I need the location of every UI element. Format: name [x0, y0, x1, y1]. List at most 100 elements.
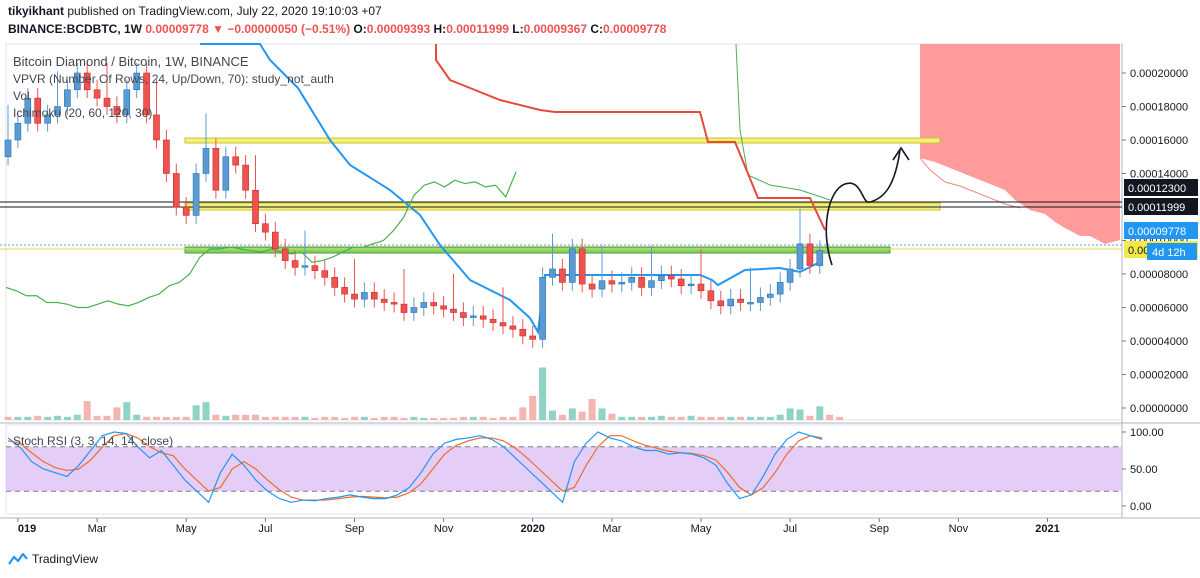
time-tick-label: Mar: [88, 523, 107, 535]
volume-bar: [836, 416, 844, 420]
volume-bar: [34, 415, 42, 420]
volume-bar: [430, 417, 438, 420]
low-value: 0.00009367: [523, 22, 588, 36]
candle-body: [361, 292, 368, 300]
time-tick-label: Mar: [602, 523, 621, 535]
kijun-sen: [435, 44, 826, 231]
tenkan-sen: [200, 43, 821, 336]
candle-body: [222, 156, 230, 191]
candle-body: [291, 260, 299, 268]
volume-bar: [73, 414, 81, 420]
volume-bar: [657, 415, 665, 420]
volume-bar: [776, 414, 784, 420]
high-label: H:: [433, 22, 447, 36]
vpvr-legend[interactable]: VPVR (Number Of Rows, 24, Up/Down, 70): …: [13, 72, 334, 86]
candle-body: [153, 114, 160, 141]
stoch-rsi-legend[interactable]: Stoch RSI (3, 3, 14, 14, close): [13, 434, 174, 448]
time-axis[interactable]: 019 Mar May Jul Sep Nov 2020 Mar May Jul Sep Nov 202…: [17, 518, 1060, 535]
volume-bar: [242, 414, 250, 420]
volume-bar: [390, 416, 398, 420]
ichimoku-legend[interactable]: Ichimoku (20, 60, 120, 30): [13, 106, 153, 120]
volume-bar: [380, 416, 388, 420]
volume-bar: [133, 414, 141, 420]
candle-body: [727, 298, 735, 307]
candle-body: [54, 106, 61, 116]
publish-line: tikyikhant published on TradingView.com,…: [8, 4, 382, 18]
volume-bar: [568, 408, 576, 420]
price-label: 0.00011999: [1128, 202, 1185, 214]
price-tick-label: 0.00018000: [1130, 102, 1188, 114]
price-tick-label: 0.00006000: [1130, 303, 1188, 315]
stoch-rsi-pane: [6, 431, 1122, 504]
volume-bar: [756, 416, 764, 420]
candles: [4, 62, 824, 348]
ichimoku-cloud: [919, 44, 1120, 244]
chikou-span-right: [735, 43, 831, 201]
countdown-label: 4d 12h: [1152, 247, 1186, 259]
candle-body: [717, 300, 725, 307]
price-tick-label: 0.00020000: [1130, 68, 1188, 80]
volume-bar: [420, 417, 428, 420]
candle-body: [24, 97, 32, 124]
symbol-label: BINANCE:BCDBTC, 1W: [8, 22, 142, 36]
volume-bar: [83, 401, 91, 420]
candle-body: [489, 318, 497, 323]
candle-body: [697, 283, 705, 292]
candle-body: [123, 89, 131, 116]
volume-bar: [806, 415, 814, 420]
candle-body: [400, 303, 408, 313]
volume-bar: [588, 399, 596, 420]
candle-body: [44, 114, 51, 124]
candle-body: [252, 189, 259, 225]
volume-bar: [321, 416, 329, 420]
candle-body: [321, 270, 329, 278]
candle-body: [469, 315, 477, 318]
candle-body: [4, 139, 12, 158]
volume-bar: [63, 416, 71, 420]
time-tick-label: 019: [18, 523, 36, 535]
candle-body: [380, 298, 388, 303]
candle-body: [262, 223, 269, 233]
volume-bar: [786, 408, 794, 420]
candle-body: [182, 206, 190, 216]
price-axis[interactable]: 0.00000000 0.00002000 0.00004000 0.00006000…: [1122, 68, 1198, 513]
volume-bar: [727, 416, 735, 420]
volume-bar: [252, 414, 259, 420]
time-tick-label: May: [176, 523, 197, 535]
time-tick-label: Jul: [258, 523, 272, 535]
volume-bar: [14, 416, 22, 420]
volume-bar: [638, 416, 646, 420]
candle-body: [202, 148, 210, 174]
vol-legend[interactable]: Vol: [13, 89, 30, 103]
author-name[interactable]: tikyikhant: [8, 4, 65, 18]
volume-bar: [529, 395, 537, 420]
tradingview-logo-icon: [8, 552, 28, 565]
candle-body: [212, 148, 220, 191]
volume-bar: [450, 417, 457, 420]
candle-body: [430, 302, 438, 307]
price-label: 0.00009778: [1128, 226, 1186, 238]
last-price: 0.00009778: [145, 22, 209, 36]
senkou-b-line: [919, 157, 1021, 209]
candle-body: [588, 283, 596, 290]
candle-body: [34, 97, 42, 124]
volume-bar: [103, 415, 111, 420]
candle-body: [331, 277, 339, 288]
price-tick-label: 0.00004000: [1130, 336, 1188, 348]
volume-bar: [271, 416, 279, 420]
stoch-tick-label: 50.00: [1130, 464, 1158, 476]
stoch-tick-label: 100.00: [1130, 427, 1164, 439]
candle-body: [163, 139, 170, 174]
footer-brand[interactable]: TradingView: [8, 552, 98, 566]
volume-bar: [677, 416, 685, 420]
volume-bar: [479, 416, 487, 420]
projection-curve: [825, 149, 901, 266]
volume-bars: [4, 367, 844, 420]
volume-bar: [4, 416, 12, 420]
price-tick-label: 0.00000000: [1130, 403, 1188, 415]
candle-body: [103, 97, 111, 107]
chikou-span: [5, 171, 517, 309]
volume-bar: [93, 415, 101, 420]
candle-body: [677, 278, 685, 287]
